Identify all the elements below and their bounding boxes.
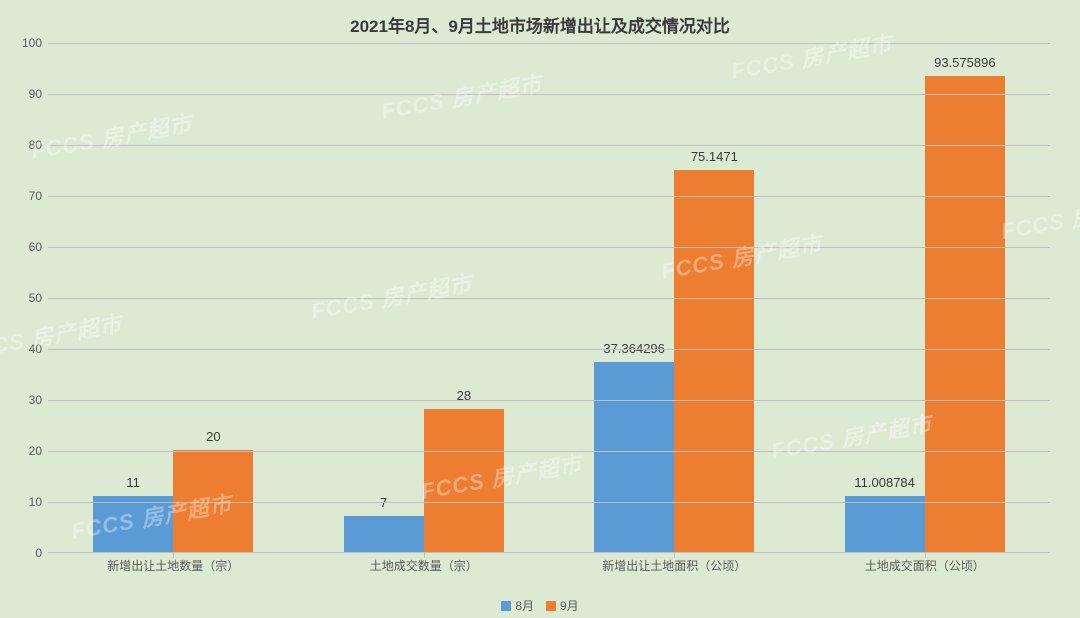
plot-area: 112072837.36429675.147111.00878493.57589… [48, 43, 1050, 553]
x-tick-mark [674, 553, 675, 558]
legend-swatch [501, 601, 511, 611]
gridline [48, 247, 1050, 248]
y-tick-label: 90 [12, 87, 42, 101]
legend-item: 8月 [501, 597, 534, 614]
bar-value-label: 93.575896 [934, 55, 995, 70]
x-tick-mark [925, 553, 926, 558]
y-tick-label: 80 [12, 138, 42, 152]
bar-value-label: 20 [206, 429, 220, 444]
y-tick-label: 40 [12, 342, 42, 356]
y-tick-label: 60 [12, 240, 42, 254]
legend-label: 9月 [560, 597, 579, 614]
x-tick-mark [173, 553, 174, 558]
bar-value-label: 75.1471 [691, 149, 738, 164]
x-category-label: 新增出让土地数量（宗） [107, 557, 239, 574]
y-tick-label: 0 [12, 546, 42, 560]
y-tick-label: 30 [12, 393, 42, 407]
gridline [48, 43, 1050, 44]
y-tick-label: 50 [12, 291, 42, 305]
x-category-label: 土地成交数量（宗） [370, 557, 478, 574]
gridline [48, 298, 1050, 299]
y-tick-label: 70 [12, 189, 42, 203]
bar-value-label: 28 [457, 388, 471, 403]
chart-container: 2021年8月、9月土地市场新增出让及成交情况对比 112072837.3642… [0, 0, 1080, 618]
y-tick-label: 100 [12, 36, 42, 50]
plot-area-wrap: 112072837.36429675.147111.00878493.57589… [48, 43, 1050, 583]
bar-value-label: 11.008784 [854, 475, 915, 490]
bar: 93.575896 [925, 76, 1005, 552]
y-tick-label: 20 [12, 444, 42, 458]
bar: 11.008784 [845, 496, 925, 552]
bar: 7 [344, 516, 424, 552]
x-category-label: 新增出让土地面积（公顷） [602, 557, 746, 574]
bar: 28 [424, 409, 504, 552]
gridline [48, 502, 1050, 503]
gridline [48, 400, 1050, 401]
bar: 11 [93, 496, 173, 552]
gridline [48, 145, 1050, 146]
legend-item: 9月 [546, 597, 579, 614]
legend-swatch [546, 601, 556, 611]
y-tick-label: 10 [12, 495, 42, 509]
gridline [48, 94, 1050, 95]
legend: 8月 9月 [0, 597, 1080, 614]
x-tick-mark [424, 553, 425, 558]
bar-value-label: 11 [126, 475, 140, 490]
bar: 37.364296 [594, 362, 674, 552]
legend-label: 8月 [515, 597, 534, 614]
gridline [48, 349, 1050, 350]
gridline [48, 196, 1050, 197]
chart-title: 2021年8月、9月土地市场新增出让及成交情况对比 [10, 12, 1070, 37]
x-category-label: 土地成交面积（公顷） [865, 557, 985, 574]
gridline [48, 451, 1050, 452]
bar: 75.1471 [674, 170, 754, 552]
